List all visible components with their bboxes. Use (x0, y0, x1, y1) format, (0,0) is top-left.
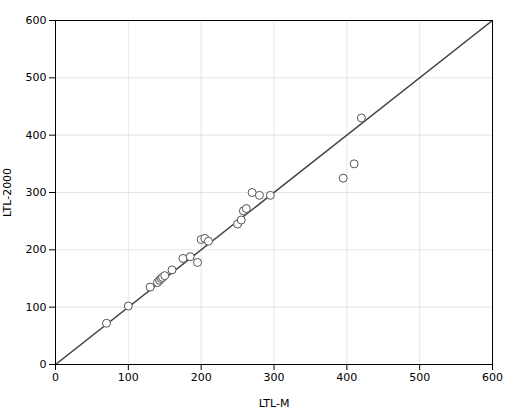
svg-text:400: 400 (336, 371, 357, 384)
svg-text:500: 500 (26, 71, 47, 84)
svg-text:0: 0 (40, 358, 47, 371)
svg-text:300: 300 (26, 186, 47, 199)
svg-text:600: 600 (26, 14, 47, 27)
svg-text:600: 600 (482, 371, 503, 384)
svg-text:100: 100 (118, 371, 139, 384)
svg-text:LTL-2000: LTL-2000 (1, 168, 14, 217)
svg-text:300: 300 (264, 371, 285, 384)
svg-text:200: 200 (191, 371, 212, 384)
svg-text:400: 400 (26, 129, 47, 142)
svg-text:0: 0 (52, 371, 59, 384)
svg-text:200: 200 (26, 243, 47, 256)
svg-text:500: 500 (409, 371, 430, 384)
svg-text:100: 100 (26, 301, 47, 314)
svg-text:LTL-M: LTL-M (259, 397, 290, 409)
